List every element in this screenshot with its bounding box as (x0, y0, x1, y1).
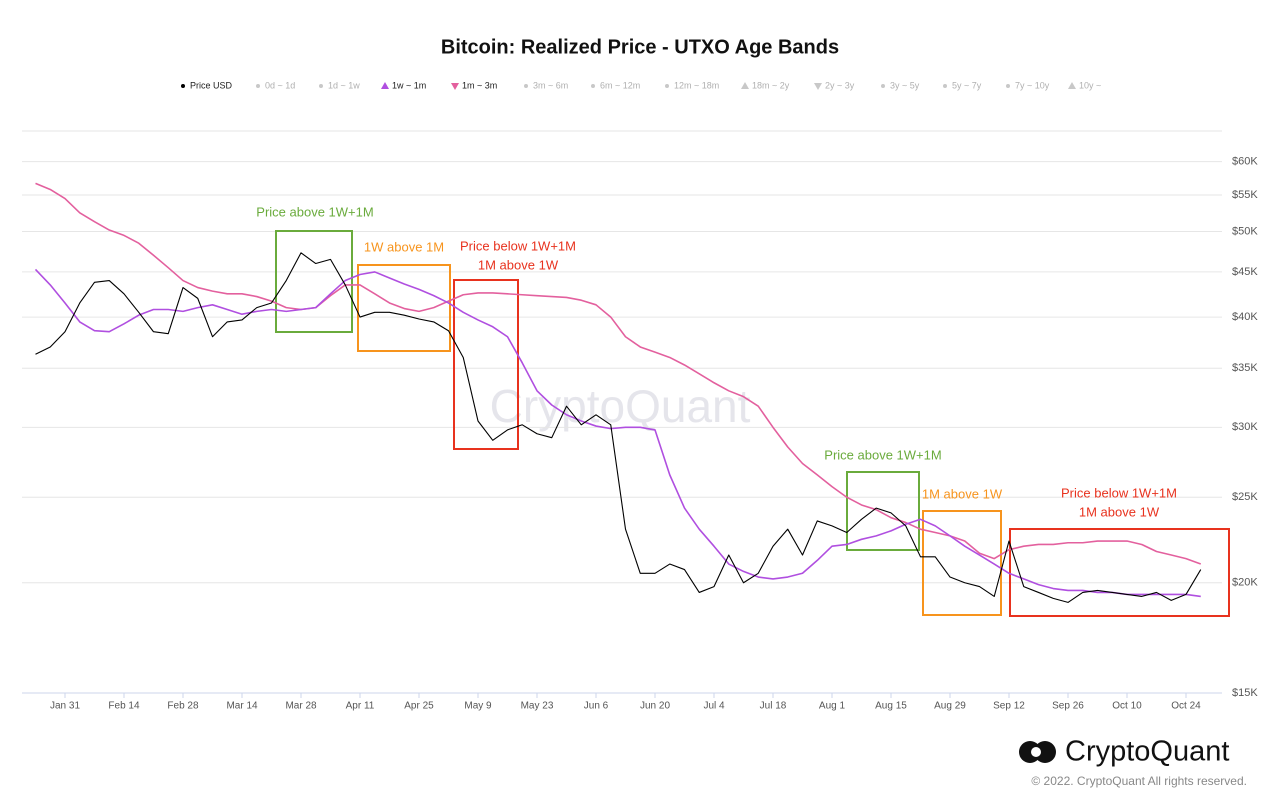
legend-item[interactable]: 5y ~ 7y (943, 80, 982, 90)
annotation-box (1009, 528, 1230, 617)
y-tick-label: $50K (1232, 225, 1258, 237)
legend-item[interactable]: 1d ~ 1w (319, 80, 360, 90)
legend-label: 0d ~ 1d (265, 80, 295, 90)
legend-marker (181, 84, 185, 88)
y-tick-label: $35K (1232, 362, 1258, 374)
y-tick-label: $15K (1232, 687, 1258, 699)
y-tick-label: $20K (1232, 577, 1258, 589)
legend-label: 3y ~ 5y (890, 80, 920, 90)
annotation-box (846, 471, 920, 551)
legend-label: 3m ~ 6m (533, 80, 568, 90)
x-tick-label: Sep 12 (993, 701, 1025, 712)
legend-marker (1068, 82, 1076, 89)
legend-item[interactable]: Price USD (181, 80, 233, 90)
annotation-label: Price above 1W+1M (824, 447, 941, 462)
grid (22, 130, 1222, 694)
legend-item[interactable]: 10y ~ (1068, 80, 1101, 90)
annotation-label: 1W above 1M (364, 239, 444, 254)
x-tick-label: Jul 18 (760, 701, 787, 712)
legend-marker (741, 82, 749, 89)
annotation-box (922, 510, 1002, 616)
annotation-box (453, 279, 519, 450)
legend-item[interactable]: 3y ~ 5y (881, 80, 920, 90)
legend-label: 1m ~ 3m (462, 80, 497, 90)
x-tick-label: Aug 1 (819, 701, 846, 712)
legend-marker (881, 84, 885, 88)
x-tick-label: Apr 11 (346, 701, 375, 712)
legend-label: 1w ~ 1m (392, 80, 426, 90)
series-line (35, 252, 1202, 603)
legend-label: 10y ~ (1079, 80, 1101, 90)
x-tick-label: Sep 26 (1052, 701, 1084, 712)
legend-label: Price USD (190, 80, 233, 90)
legend-marker (943, 84, 947, 88)
logo-icon (1031, 747, 1041, 757)
legend-marker (524, 84, 528, 88)
legend-marker (256, 84, 260, 88)
annotation-box (275, 230, 353, 333)
legend-item[interactable]: 2y ~ 3y (814, 80, 855, 90)
legend-label: 1d ~ 1w (328, 80, 360, 90)
legend-marker (591, 84, 595, 88)
x-tick-label: May 9 (464, 701, 492, 712)
legend-label: 18m ~ 2y (752, 80, 790, 90)
x-tick-label: Oct 10 (1112, 701, 1142, 712)
logo-icon (1034, 741, 1056, 763)
annotation-label: 1M above 1W (1079, 504, 1160, 519)
x-tick-label: Feb 14 (108, 701, 140, 712)
legend-label: 6m ~ 12m (600, 80, 640, 90)
legend-item[interactable]: 18m ~ 2y (741, 80, 790, 90)
y-tick-label: $45K (1232, 266, 1258, 278)
x-tick-label: Oct 24 (1171, 701, 1201, 712)
legend-label: 2y ~ 3y (825, 80, 855, 90)
watermark: CryptoQuant (490, 380, 751, 432)
annotation-label: Price above 1W+1M (256, 204, 373, 219)
x-tick-label: Jun 6 (584, 701, 609, 712)
series-line (34, 268, 1201, 598)
legend-item[interactable]: 3m ~ 6m (524, 80, 568, 90)
legend-marker (319, 84, 323, 88)
legend-item[interactable]: 1m ~ 3m (451, 80, 497, 90)
annotation-label: 1M above 1W (922, 486, 1003, 501)
x-tick-label: Feb 28 (167, 701, 199, 712)
legend-item[interactable]: 12m ~ 18m (665, 80, 719, 90)
legend-item[interactable]: 0d ~ 1d (256, 80, 295, 90)
brand-name: CryptoQuant (1065, 736, 1229, 768)
x-tick-label: Jun 20 (640, 701, 670, 712)
annotation-label: 1M above 1W (478, 257, 559, 272)
chart-title: Bitcoin: Realized Price - UTXO Age Bands (441, 36, 839, 58)
legend-marker (814, 83, 822, 90)
legend-marker (451, 83, 459, 90)
x-tick-label: Jul 4 (703, 701, 725, 712)
y-tick-label: $60K (1232, 156, 1258, 168)
y-tick-label: $25K (1232, 491, 1258, 503)
x-tick-label: Jan 31 (50, 701, 80, 712)
brand-logo (1019, 741, 1056, 763)
legend-item[interactable]: 6m ~ 12m (591, 80, 640, 90)
copyright: © 2022. CryptoQuant All rights reserved. (1031, 774, 1247, 788)
legend-marker (665, 84, 669, 88)
y-tick-label: $55K (1232, 189, 1258, 201)
annotation-label: Price below 1W+1M (460, 238, 576, 253)
x-tick-label: Apr 25 (404, 701, 434, 712)
x-tick-label: Aug 15 (875, 701, 907, 712)
legend-marker (1006, 84, 1010, 88)
legend-label: 12m ~ 18m (674, 80, 719, 90)
legend-marker (381, 82, 389, 89)
annotation-label: Price below 1W+1M (1061, 485, 1177, 500)
annotation-box (357, 264, 451, 352)
x-tick-label: Aug 29 (934, 701, 966, 712)
legend-label: 5y ~ 7y (952, 80, 982, 90)
y-tick-label: $40K (1232, 311, 1258, 323)
y-tick-label: $30K (1232, 421, 1258, 433)
legend-item[interactable]: 1w ~ 1m (381, 80, 426, 90)
series-line (35, 182, 1202, 565)
x-tick-label: May 23 (521, 701, 554, 712)
legend-item[interactable]: 7y ~ 10y (1006, 80, 1050, 90)
x-tick-label: Mar 14 (226, 701, 258, 712)
x-tick-label: Mar 28 (285, 701, 317, 712)
legend-label: 7y ~ 10y (1015, 80, 1050, 90)
